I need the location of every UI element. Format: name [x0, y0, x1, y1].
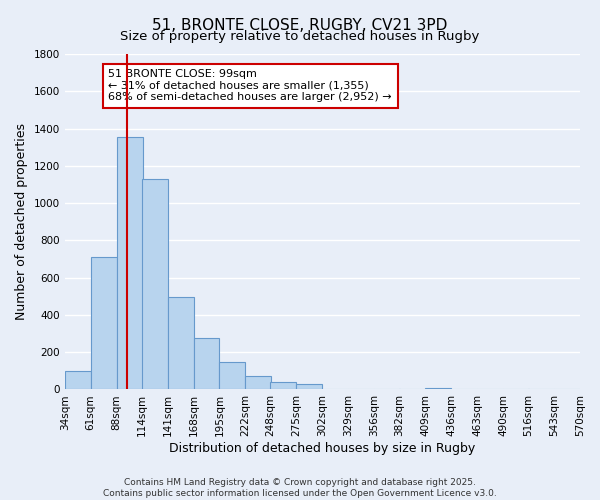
Y-axis label: Number of detached properties: Number of detached properties	[15, 123, 28, 320]
Bar	[220, 362, 245, 390]
X-axis label: Distribution of detached houses by size in Rugby: Distribution of detached houses by size …	[169, 442, 475, 455]
Text: Size of property relative to detached houses in Rugby: Size of property relative to detached ho…	[121, 30, 479, 43]
Bar	[296, 384, 322, 390]
Bar	[91, 257, 116, 390]
Bar	[245, 376, 271, 390]
Bar	[425, 388, 451, 390]
Text: Contains HM Land Registry data © Crown copyright and database right 2025.
Contai: Contains HM Land Registry data © Crown c…	[103, 478, 497, 498]
Bar	[142, 179, 167, 390]
Bar	[116, 137, 143, 390]
Bar	[271, 382, 296, 390]
Bar	[65, 371, 91, 390]
Text: 51, BRONTE CLOSE, RUGBY, CV21 3PD: 51, BRONTE CLOSE, RUGBY, CV21 3PD	[152, 18, 448, 32]
Bar	[193, 338, 220, 390]
Bar	[167, 297, 193, 390]
Text: 51 BRONTE CLOSE: 99sqm
← 31% of detached houses are smaller (1,355)
68% of semi-: 51 BRONTE CLOSE: 99sqm ← 31% of detached…	[109, 69, 392, 102]
